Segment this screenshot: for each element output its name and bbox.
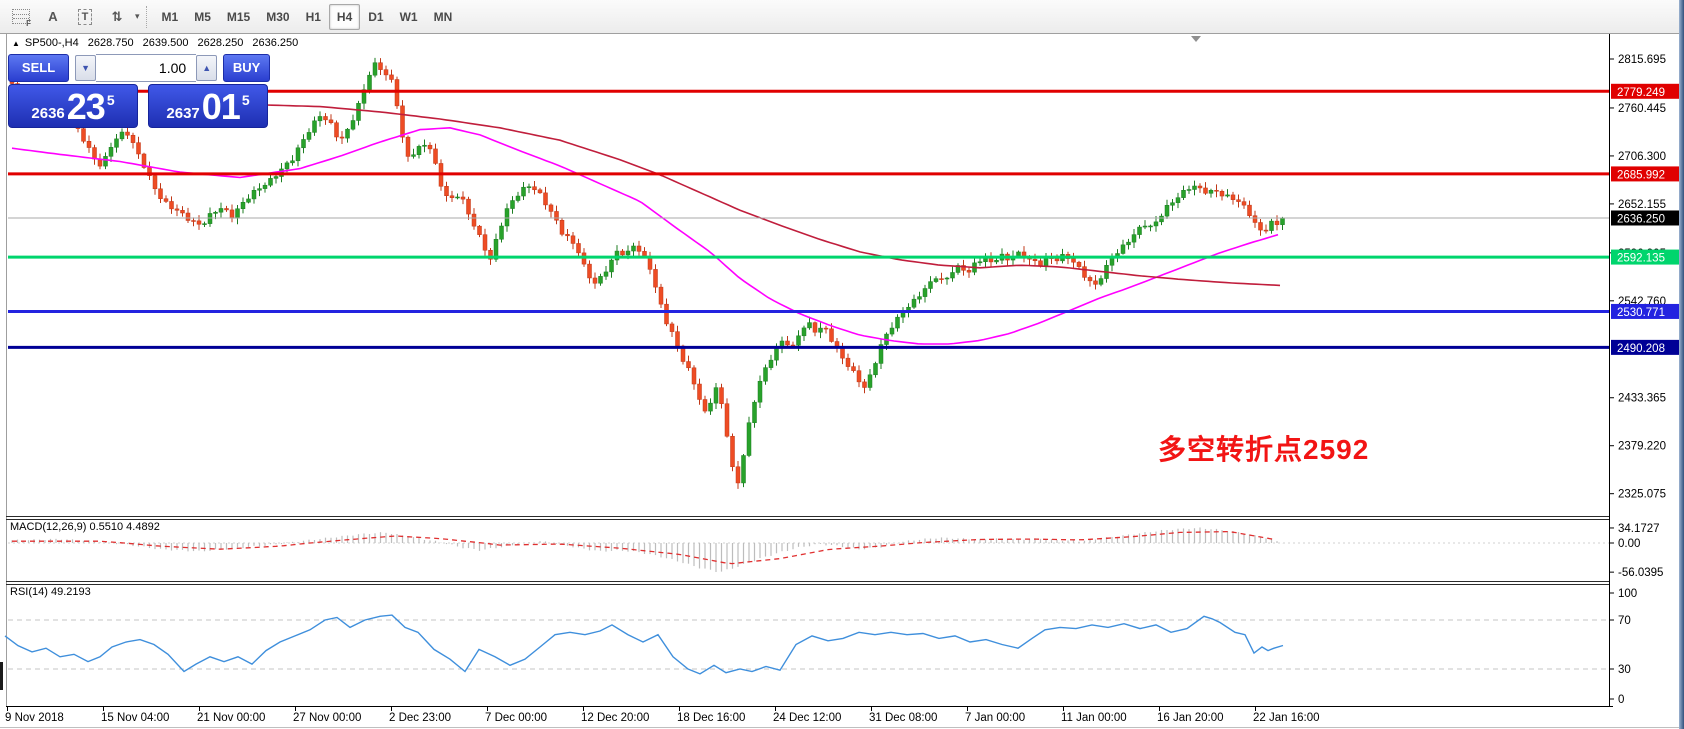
svg-text:2636.250: 2636.250 — [1617, 213, 1665, 225]
svg-text:31 Dec 08:00: 31 Dec 08:00 — [869, 712, 937, 724]
macd-values: 0.5510 4.4892 — [89, 521, 160, 533]
sell-price-panel[interactable]: 2636 23 5 — [8, 84, 138, 128]
svg-text:-56.0395: -56.0395 — [1618, 567, 1663, 579]
ohlc-high: 2639.500 — [142, 37, 189, 49]
rsi-value: 49.2193 — [50, 586, 91, 598]
svg-text:100: 100 — [1618, 588, 1637, 600]
svg-text:2652.155: 2652.155 — [1618, 199, 1666, 211]
svg-text:2325.075: 2325.075 — [1618, 489, 1666, 501]
price-axis: 2815.6952760.4452706.3002652.1552596.905… — [1609, 54, 1679, 501]
sell-price-big: 23 — [66, 86, 106, 127]
buy-price-big: 01 — [201, 86, 241, 127]
timeframe-H1[interactable]: H1 — [305, 9, 321, 24]
svg-text:2379.220: 2379.220 — [1618, 441, 1666, 453]
price-tag: 2490.208 — [1611, 339, 1679, 355]
volume-input[interactable] — [96, 53, 197, 82]
sell-price-sup: 5 — [106, 92, 115, 108]
sell-button[interactable]: SELL — [8, 53, 70, 82]
buy-button[interactable]: BUY — [223, 53, 271, 82]
svg-text:2592.135: 2592.135 — [1617, 253, 1665, 265]
volume-increase-button[interactable]: ▲ — [196, 54, 218, 81]
svg-text:2530.771: 2530.771 — [1617, 307, 1665, 319]
fibo-grid-icon: F — [12, 9, 31, 28]
scroll-end-marker-icon[interactable] — [1191, 36, 1201, 42]
svg-text:2685.992: 2685.992 — [1617, 169, 1665, 181]
price-tag: 2636.250 — [1611, 210, 1679, 226]
svg-text:7 Jan 00:00: 7 Jan 00:00 — [965, 712, 1025, 724]
time-axis: 9 Nov 2018 15 Nov 04:00 21 Nov 00:00 27 Nov… — [5, 706, 1320, 724]
top-toolbar: F A T ⇅ ▾ M1 M5 M15 M30 H1 H4 D1 W1 MN — [0, 0, 1684, 34]
timeframe-M1[interactable]: M1 — [161, 9, 179, 24]
timeframe-M30[interactable]: M30 — [266, 9, 290, 24]
svg-text:27 Nov 00:00: 27 Nov 00:00 — [293, 712, 361, 724]
svg-text:2815.695: 2815.695 — [1618, 54, 1666, 66]
svg-text:11 Jan 00:00: 11 Jan 00:00 — [1061, 712, 1127, 724]
timeframe-H4[interactable]: H4 — [328, 3, 361, 30]
panel-borders — [0, 33, 1684, 728]
timeframe-MN[interactable]: MN — [433, 9, 453, 24]
ohlc-close: 2636.250 — [252, 37, 299, 49]
moving-averages — [11, 104, 1281, 345]
svg-text:0.00: 0.00 — [1618, 538, 1640, 550]
text-box-icon[interactable]: T — [72, 4, 98, 30]
chart-annotation-text: 多空转折点2592 — [1158, 434, 1370, 465]
buy-price-sup: 5 — [241, 92, 250, 108]
timeframe-M5[interactable]: M5 — [194, 9, 211, 24]
svg-text:2760.445: 2760.445 — [1618, 103, 1666, 115]
macd-panel: 34.1727 0.00 -56.0395 — [8, 523, 1663, 579]
left-edge-mark — [0, 662, 3, 690]
price-tag: 2779.249 — [1611, 83, 1679, 99]
svg-text:30: 30 — [1618, 664, 1631, 676]
svg-text:7 Dec 00:00: 7 Dec 00:00 — [485, 712, 547, 724]
svg-text:2490.208: 2490.208 — [1617, 343, 1665, 355]
svg-text:2779.249: 2779.249 — [1617, 87, 1665, 99]
svg-text:9 Nov 2018: 9 Nov 2018 — [5, 712, 64, 724]
svg-text:24 Dec 12:00: 24 Dec 12:00 — [773, 712, 841, 724]
svg-text:0: 0 — [1618, 694, 1624, 706]
price-level-lines — [8, 89, 1609, 349]
svg-text:70: 70 — [1618, 615, 1631, 627]
svg-text:12 Dec 20:00: 12 Dec 20:00 — [581, 712, 649, 724]
price-tag: 2592.135 — [1611, 249, 1679, 265]
svg-text:2 Dec 23:00: 2 Dec 23:00 — [389, 712, 451, 724]
svg-text:15 Nov 04:00: 15 Nov 04:00 — [101, 712, 169, 724]
svg-text:2433.365: 2433.365 — [1618, 393, 1666, 405]
toolbar-separator — [145, 5, 148, 28]
desktop-edge-strip — [1679, 0, 1684, 729]
timeframe-toolbar: M1 M5 M15 M30 H1 H4 D1 W1 MN — [154, 3, 461, 30]
sell-price-prefix: 2636 — [31, 105, 65, 122]
svg-text:2706.300: 2706.300 — [1618, 151, 1666, 163]
rsi-panel: 100 70 30 0 — [4, 588, 1637, 706]
svg-text:34.1727: 34.1727 — [1618, 523, 1660, 535]
text-label-icon[interactable]: A — [48, 9, 58, 24]
fibo-grid-icon[interactable]: F — [8, 4, 34, 30]
ohlc-low: 2628.250 — [197, 37, 244, 49]
svg-text:18 Dec 16:00: 18 Dec 16:00 — [677, 712, 745, 724]
symbol-name: SP500-,H4 — [24, 37, 79, 49]
cursor-tools-icon[interactable]: ⇅ — [111, 8, 123, 24]
price-tag: 2685.992 — [1611, 166, 1679, 182]
price-tag: 2530.771 — [1611, 303, 1679, 319]
svg-text:21 Nov 00:00: 21 Nov 00:00 — [197, 712, 265, 724]
svg-text:16 Jan 20:00: 16 Jan 20:00 — [1157, 712, 1224, 724]
symbol-header: ▲ SP500-,H4 2628.750 2639.500 2628.250 2636.2… — [12, 37, 298, 49]
rsi-label: RSI(14) 49.2193 — [10, 586, 91, 598]
volume-decrease-button[interactable]: ▼ — [75, 54, 97, 81]
svg-text:22 Jan 16:00: 22 Jan 16:00 — [1253, 712, 1320, 724]
buy-price-panel[interactable]: 2637 01 5 — [148, 84, 268, 128]
collapse-arrow-icon[interactable]: ▲ — [12, 39, 20, 48]
macd-label: MACD(12,26,9) 0.5510 4.4892 — [10, 521, 160, 533]
timeframe-M15[interactable]: M15 — [226, 9, 251, 24]
buy-price-prefix: 2637 — [166, 105, 200, 122]
dropdown-caret-icon[interactable]: ▾ — [135, 11, 140, 21]
one-click-trading-panel: SELL ▼ ▲ BUY 2636 23 5 2637 01 5 — [8, 53, 271, 128]
timeframe-W1[interactable]: W1 — [399, 9, 418, 24]
timeframe-D1[interactable]: D1 — [368, 9, 384, 24]
ohlc-open: 2628.750 — [87, 37, 134, 49]
